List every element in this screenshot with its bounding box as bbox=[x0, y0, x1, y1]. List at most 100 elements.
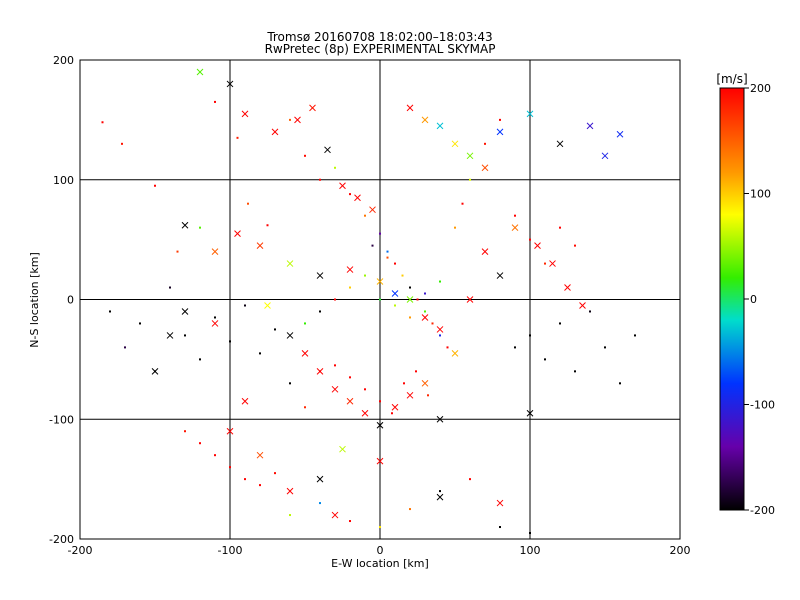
cross-marker bbox=[324, 146, 331, 154]
dot-marker bbox=[391, 412, 393, 415]
cross-marker bbox=[151, 367, 159, 375]
dot-marker bbox=[304, 406, 306, 409]
dot-marker bbox=[304, 322, 306, 325]
cross-marker bbox=[616, 130, 624, 138]
colorbar-tick-label: 0 bbox=[750, 293, 757, 306]
cross-marker bbox=[496, 128, 504, 136]
dot-marker bbox=[184, 430, 186, 433]
dot-marker bbox=[139, 322, 141, 325]
colorbar-tick-label: -100 bbox=[750, 399, 775, 412]
cross-marker bbox=[181, 308, 189, 315]
dot-marker bbox=[403, 382, 405, 385]
cross-marker bbox=[166, 332, 174, 339]
dot-marker bbox=[349, 520, 351, 523]
cross-marker bbox=[316, 367, 324, 375]
dot-marker bbox=[334, 166, 336, 169]
dot-marker bbox=[386, 256, 389, 259]
dot-marker bbox=[371, 244, 374, 247]
y-tick-label: -200 bbox=[49, 533, 74, 546]
dot-marker bbox=[304, 154, 306, 157]
cross-marker bbox=[391, 290, 399, 297]
dot-marker bbox=[401, 274, 404, 277]
cross-marker bbox=[496, 499, 504, 507]
dot-marker bbox=[394, 304, 396, 307]
cross-marker bbox=[331, 511, 339, 519]
dot-marker bbox=[109, 310, 111, 313]
dot-marker bbox=[454, 226, 456, 229]
dot-marker bbox=[409, 508, 411, 511]
colorbar bbox=[719, 87, 745, 511]
colorbar-tick-label: 200 bbox=[750, 82, 771, 95]
dot-marker bbox=[169, 286, 171, 289]
cross-marker bbox=[421, 314, 429, 321]
cross-marker bbox=[226, 80, 234, 88]
dot-marker bbox=[289, 118, 291, 121]
y-tick-labels: -200 -100 0 100 200 bbox=[49, 54, 74, 546]
cross-marker bbox=[481, 164, 489, 172]
dot-marker bbox=[214, 316, 216, 319]
x-tick-label: 200 bbox=[670, 544, 691, 557]
dot-marker bbox=[236, 136, 239, 139]
dot-marker bbox=[244, 304, 246, 307]
cross-marker bbox=[286, 487, 294, 495]
cross-marker bbox=[286, 260, 294, 267]
dot-marker bbox=[289, 514, 291, 517]
cross-marker bbox=[211, 248, 219, 255]
cross-marker bbox=[354, 194, 361, 202]
x-tick-label: 0 bbox=[377, 544, 384, 557]
y-tick-label: 0 bbox=[67, 294, 74, 307]
dot-marker bbox=[439, 334, 441, 337]
dot-marker bbox=[349, 193, 351, 196]
cross-marker bbox=[256, 451, 264, 459]
cross-marker bbox=[466, 152, 474, 160]
dot-marker bbox=[634, 334, 636, 337]
dot-marker bbox=[484, 142, 486, 145]
dot-marker bbox=[334, 298, 336, 301]
dot-marker bbox=[469, 178, 471, 181]
dot-marker bbox=[424, 292, 426, 295]
dot-marker bbox=[379, 400, 381, 403]
dot-marker bbox=[431, 322, 434, 325]
dot-marker bbox=[499, 118, 501, 121]
dot-marker bbox=[319, 310, 321, 313]
dot-marker bbox=[184, 334, 186, 337]
dot-marker bbox=[214, 454, 216, 457]
cross-marker bbox=[579, 302, 586, 309]
colorbar-label: [m/s] bbox=[716, 72, 747, 86]
dot-marker bbox=[544, 262, 546, 265]
cross-marker bbox=[481, 248, 489, 255]
cross-marker bbox=[526, 110, 534, 118]
cross-marker bbox=[369, 206, 376, 214]
cross-marker bbox=[361, 409, 369, 417]
dot-marker bbox=[124, 346, 126, 349]
chart-subtitle: RwPretec (8p) EXPERIMENTAL SKYMAP bbox=[265, 42, 496, 56]
cross-marker bbox=[406, 296, 414, 303]
dot-marker bbox=[289, 382, 291, 385]
y-tick-label: 100 bbox=[53, 174, 74, 187]
x-axis-label: E-W location [km] bbox=[331, 557, 429, 570]
dot-marker bbox=[199, 358, 201, 361]
colorbar-tick-label: -200 bbox=[750, 504, 775, 517]
dot-marker bbox=[559, 322, 561, 325]
dot-marker bbox=[514, 214, 516, 217]
y-tick-label: -100 bbox=[49, 413, 74, 426]
cross-marker bbox=[316, 475, 324, 483]
dot-marker bbox=[461, 202, 464, 205]
dot-marker bbox=[274, 472, 276, 475]
dot-marker bbox=[244, 478, 246, 481]
cross-marker bbox=[556, 140, 564, 148]
dot-marker bbox=[446, 346, 449, 349]
cross-marker bbox=[526, 409, 534, 417]
cross-marker bbox=[376, 457, 384, 465]
dot-marker bbox=[574, 244, 576, 247]
dot-marker bbox=[416, 298, 419, 301]
dot-marker bbox=[247, 202, 249, 205]
dot-marker bbox=[349, 286, 351, 289]
dot-marker bbox=[121, 142, 123, 145]
dot-marker bbox=[266, 224, 269, 227]
dot-marker bbox=[101, 121, 104, 124]
cross-marker bbox=[586, 122, 594, 130]
cross-marker bbox=[339, 182, 346, 190]
dot-marker bbox=[424, 310, 426, 313]
